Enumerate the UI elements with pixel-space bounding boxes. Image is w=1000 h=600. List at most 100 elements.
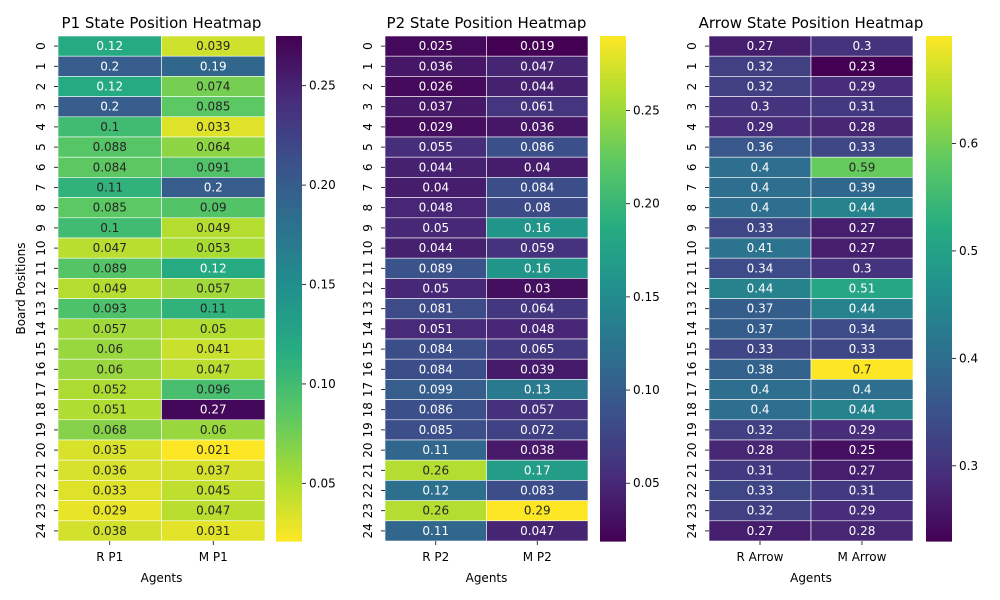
colorbar-segment (276, 456, 302, 462)
colorbar-segment (926, 452, 952, 458)
colorbar-segment (276, 397, 302, 403)
cell-value-label: 0.044 (520, 80, 554, 94)
y-tick-label: 8 (361, 204, 375, 212)
colorbar-segment (600, 61, 626, 67)
cell-value-label: 0.11 (200, 302, 227, 316)
colorbar-segment (276, 275, 302, 281)
y-tick-label: 0 (34, 42, 48, 50)
cell-value-label: 0.036 (93, 463, 127, 477)
cell-value-label: 0.051 (419, 322, 453, 336)
y-tick-label: 5 (361, 143, 375, 151)
colorbar-segment (600, 263, 626, 269)
colorbar-segment (600, 187, 626, 193)
colorbar-segment (276, 124, 302, 130)
chart-title: Arrow State Position Heatmap (699, 14, 924, 32)
cell-value-label: 0.1 (100, 221, 119, 235)
colorbar-segment (276, 347, 302, 353)
colorbar-segment (276, 339, 302, 344)
cell-value-label: 0.085 (419, 423, 453, 437)
y-tick-label: 10 (361, 240, 375, 255)
colorbar-segment (276, 355, 302, 361)
colorbar-segment (276, 511, 302, 517)
y-tick-label: 18 (685, 402, 699, 417)
colorbar-segment (926, 364, 952, 370)
cell-value-label: 0.28 (849, 524, 876, 538)
cell-value-label: 0.065 (520, 342, 554, 356)
x-tick-label: R P2 (422, 550, 449, 564)
colorbar-segment (926, 44, 952, 50)
cell-value-label: 0.33 (747, 221, 774, 235)
cell-value-label: 0.045 (196, 484, 230, 498)
colorbar-segment (276, 372, 302, 378)
colorbar-segment (600, 347, 626, 353)
cell-value-label: 0.089 (419, 261, 453, 275)
colorbar-segment (926, 86, 952, 92)
colorbar-segment (926, 48, 952, 54)
colorbar-segment (926, 208, 952, 214)
cell-value-label: 0.047 (520, 524, 554, 538)
y-tick-label: 9 (34, 224, 48, 232)
y-tick-label: 17 (685, 382, 699, 397)
colorbar-segment (600, 212, 626, 218)
colorbar-segment (926, 225, 952, 231)
cell-value-label: 0.44 (849, 403, 876, 417)
cell-value-label: 0.052 (93, 383, 127, 397)
y-tick-label: 13 (685, 301, 699, 316)
cell-value-label: 0.036 (520, 120, 554, 134)
y-tick-label: 6 (34, 163, 48, 171)
cell-value-label: 0.31 (849, 100, 876, 114)
colorbar-segment (600, 360, 626, 365)
colorbar: 0.3 0.4 0.5 0.6 (926, 36, 978, 542)
cell-value-label: 0.4 (750, 403, 769, 417)
colorbar-segment (926, 216, 952, 222)
colorbar-segment (926, 427, 952, 433)
colorbar-segment (276, 360, 302, 365)
colorbar-segment (926, 78, 952, 83)
colorbar-segment (926, 372, 952, 378)
colorbar-segment (600, 490, 626, 496)
colorbar-segment (926, 187, 952, 193)
colorbar-segment (600, 452, 626, 458)
colorbar-segment (600, 486, 626, 492)
colorbar-segment (276, 238, 302, 243)
colorbar-segment (276, 267, 302, 273)
colorbar-segment (600, 103, 626, 109)
colorbar-segment (600, 503, 626, 508)
y-tick-label: 10 (34, 240, 48, 255)
colorbar-segment (926, 469, 952, 475)
colorbar-segment (600, 128, 626, 134)
colorbar-segment (926, 528, 952, 534)
cell-value-label: 0.047 (93, 241, 127, 255)
y-tick-label: 5 (685, 143, 699, 151)
colorbar-segment (926, 61, 952, 67)
colorbar-segment (276, 309, 302, 315)
colorbar-segment (276, 317, 302, 323)
cell-value-label: 0.086 (520, 140, 554, 154)
colorbar-segment (600, 145, 626, 151)
colorbar-segment (276, 221, 302, 226)
y-tick-label: 21 (361, 463, 375, 478)
y-tick-label: 21 (685, 463, 699, 478)
colorbar-segment (276, 469, 302, 475)
cell-value-label: 0.16 (524, 261, 551, 275)
cell-value-label: 0.049 (196, 221, 230, 235)
colorbar-segment (600, 284, 626, 290)
colorbar-segment (926, 128, 952, 134)
chart-title: P2 State Position Heatmap (387, 14, 587, 32)
cell-value-label: 0.083 (520, 484, 554, 498)
colorbar-segment (600, 82, 626, 88)
colorbar-segment (926, 519, 952, 525)
colorbar-segment (600, 195, 626, 201)
colorbar-tick-label: 0.4 (959, 351, 978, 365)
colorbar-segment (276, 195, 302, 201)
cell-value-label: 0.32 (747, 504, 774, 518)
cell-value-label: 0.29 (849, 80, 876, 94)
cell-value-label: 0.2 (100, 100, 119, 114)
colorbar-segment (276, 204, 302, 210)
colorbar-segment (600, 69, 626, 75)
colorbar-segment (600, 166, 626, 172)
colorbar-segment (600, 225, 626, 231)
colorbar-segment (276, 208, 302, 214)
colorbar-segment (926, 137, 952, 142)
cell-value-label: 0.44 (849, 201, 876, 215)
